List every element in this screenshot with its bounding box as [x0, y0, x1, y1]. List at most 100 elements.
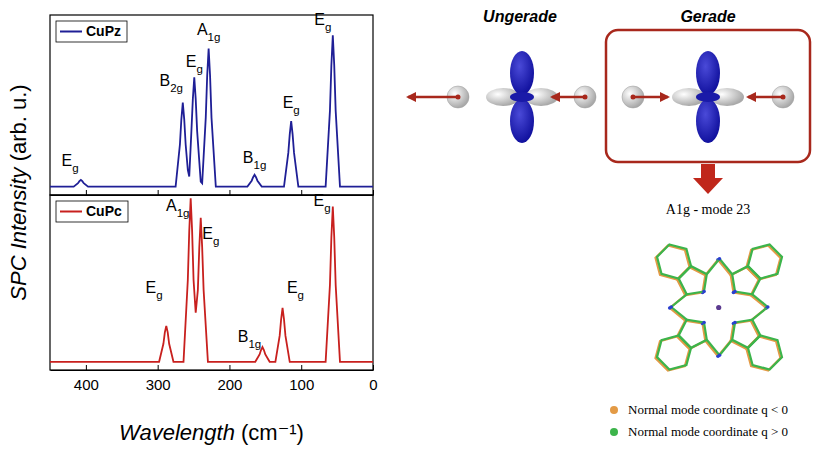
aza-bridge	[707, 259, 720, 274]
x-axis-line	[51, 370, 374, 371]
aza-bridge	[705, 341, 718, 356]
gerade-label: Gerade	[680, 8, 735, 25]
x-tick: 400	[74, 365, 99, 393]
mode-legend-dot	[610, 406, 618, 414]
plot-frame	[50, 195, 373, 370]
x-axis: 400 300 200 100 0	[51, 365, 378, 393]
ungerade-label: Ungerade	[483, 8, 557, 25]
x-tick	[229, 190, 230, 195]
x-tick-mark	[229, 365, 230, 370]
x-tick	[86, 190, 87, 195]
x-tick-label: 400	[74, 376, 99, 393]
benzo-ring	[657, 336, 691, 370]
x-tick	[158, 190, 159, 195]
peak-label: Eg	[202, 225, 219, 247]
peak-label: Eg	[287, 279, 304, 301]
benzo-ring	[657, 245, 691, 279]
x-tick	[373, 190, 374, 195]
x-tick: 0	[369, 365, 377, 393]
peak-label: Eg	[146, 279, 163, 301]
pyrrole-ring	[679, 320, 707, 348]
displacement-arrow	[633, 96, 668, 99]
spectrum-line	[50, 198, 373, 362]
plot-area	[50, 35, 373, 186]
mode-legend-label: Normal mode coordinate q < 0	[628, 402, 788, 417]
x-tick-mark	[301, 365, 302, 370]
aza-bridge	[671, 294, 686, 307]
peak-label: A1g	[166, 197, 189, 219]
peak-label: B1g	[243, 149, 266, 171]
aza-nitrogen	[669, 305, 673, 309]
aza-bridge	[720, 340, 733, 355]
pyrrole-nitrogen	[702, 290, 706, 294]
legend-box	[56, 21, 127, 42]
legend-label: CuPc	[86, 203, 122, 219]
peak-label: A1g	[197, 21, 220, 43]
pyrrole-nitrogen	[733, 321, 737, 325]
aza-bridge	[671, 307, 686, 320]
aza-bridge	[707, 340, 720, 355]
plot-frame	[50, 15, 373, 195]
legend-box	[56, 201, 128, 222]
mode-legend-label: Normal mode coordinate q > 0	[628, 424, 788, 439]
x-tick: 100	[289, 365, 314, 393]
orbital-lobe-blue	[696, 99, 720, 143]
x-tick-mark	[86, 365, 87, 370]
x-tick-label: 100	[289, 376, 314, 393]
pyrrole-ring	[677, 321, 705, 349]
aza-bridge	[718, 260, 731, 275]
peak-label: B2g	[160, 72, 183, 94]
aza-bridge	[751, 295, 766, 308]
x-tick-mark	[301, 190, 302, 195]
arrow-origin	[631, 95, 636, 100]
molecule-outline	[657, 245, 782, 370]
gerade-box	[606, 30, 810, 162]
legend-swatch	[60, 31, 82, 33]
arrow-origin	[781, 95, 786, 100]
aza-nitrogen	[718, 257, 722, 261]
aza-bridge	[752, 307, 767, 320]
legend-swatch	[60, 211, 82, 213]
pyrrole-ring	[732, 266, 760, 294]
displacement-arrow	[408, 96, 458, 99]
pyrrole-nitrogen	[702, 321, 706, 325]
x-tick-label: 200	[217, 376, 242, 393]
x-tick-mark	[229, 190, 230, 195]
d-orbital	[486, 51, 558, 143]
y-axis-title: SPC Intensity (arb. u.)	[6, 84, 31, 300]
benzo-ring	[748, 245, 782, 279]
aza-bridge	[670, 308, 685, 321]
peak-label: Eg	[186, 53, 203, 75]
orbital-lobe-blue	[510, 51, 534, 95]
aza-bridge	[752, 294, 767, 307]
orbital-ring	[510, 92, 534, 102]
orbital-ring	[696, 92, 720, 102]
orbital-lobe-blue	[510, 99, 534, 143]
legend: CuPz	[56, 21, 127, 42]
x-tick-mark	[86, 190, 87, 195]
spectrum-line	[50, 35, 373, 186]
mode-label: A1g - mode 23	[666, 202, 750, 217]
arrow-origin	[583, 95, 588, 100]
down-arrow	[693, 164, 723, 194]
x-tick-label: 0	[369, 376, 377, 393]
orbital-lobe-blue	[696, 51, 720, 95]
molecule-outline	[656, 246, 781, 371]
displacement-arrow	[552, 96, 585, 99]
x-tick-mark	[158, 365, 159, 370]
peak-label: Eg	[283, 94, 300, 116]
peak-label: Eg	[314, 11, 331, 33]
d-orbital	[672, 51, 744, 143]
aza-nitrogen	[766, 305, 770, 309]
aza-bridge	[720, 259, 733, 274]
legend-label: CuPz	[86, 23, 121, 39]
x-tick: 300	[146, 365, 171, 393]
legend: CuPc	[56, 201, 128, 222]
aza-nitrogen	[718, 354, 722, 358]
x-tick-mark	[158, 190, 159, 195]
x-tick-mark	[373, 190, 374, 195]
peak-label: B1g	[238, 328, 261, 350]
peak-label: Eg	[62, 152, 79, 174]
plot-area	[50, 198, 373, 362]
x-tick	[301, 190, 302, 195]
